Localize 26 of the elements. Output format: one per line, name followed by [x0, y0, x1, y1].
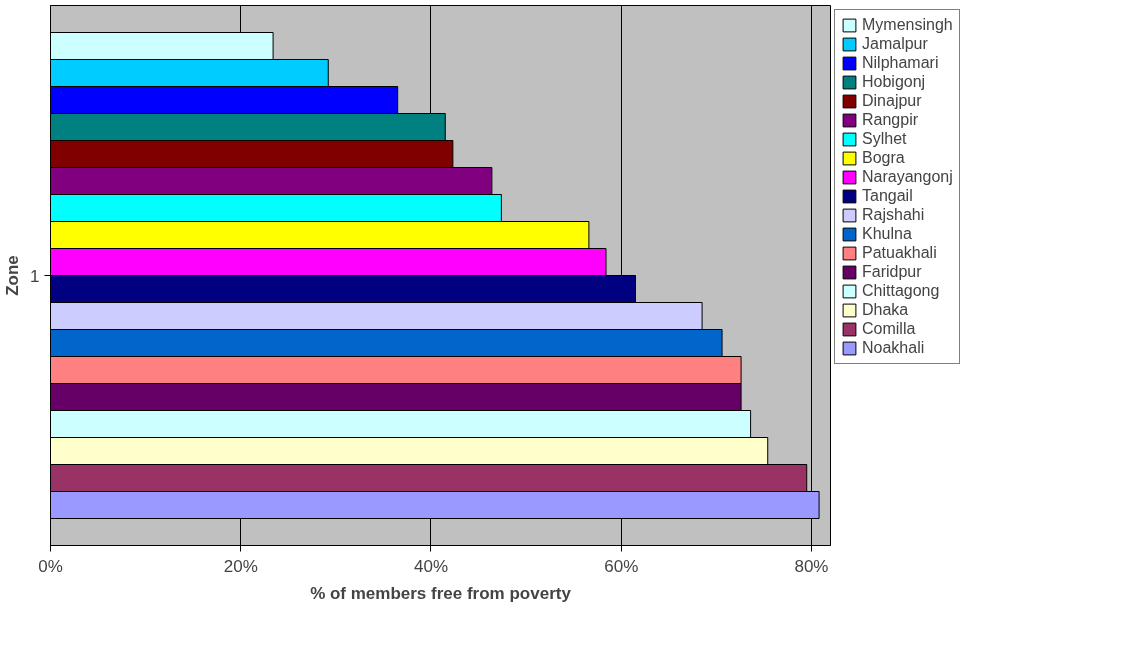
- legend-label: Nilphamari: [862, 54, 939, 72]
- x-tick-label: 0%: [38, 556, 63, 576]
- legend-label: Khulna: [862, 225, 912, 243]
- legend-label: Rajshahi: [862, 206, 925, 224]
- legend-label: Dinajpur: [862, 92, 922, 110]
- x-tick-label: 80%: [794, 556, 829, 576]
- legend-label: Bogra: [862, 149, 905, 167]
- legend-label: Noakhali: [862, 339, 925, 357]
- legend-label: Jamalpur: [862, 35, 928, 53]
- legend-label: Narayangonj: [862, 168, 953, 186]
- legend-label: Hobigonj: [862, 73, 926, 91]
- x-axis-title: % of members free from poverty: [310, 583, 572, 603]
- legend-label: Dhaka: [862, 301, 909, 319]
- x-tick-label: 40%: [413, 556, 449, 576]
- legend-label: Faridpur: [862, 263, 922, 281]
- y-axis-title: Zone: [3, 255, 23, 296]
- legend-label: Chittagong: [862, 282, 940, 300]
- y-tick-label: 1: [30, 266, 40, 286]
- legend-label: Tangail: [862, 187, 913, 205]
- legend-label: Mymensingh: [862, 16, 953, 34]
- legend-label: Comilla: [862, 320, 916, 338]
- legend-label: Rangpir: [862, 111, 919, 129]
- legend-label: Patuakhali: [862, 244, 937, 262]
- legend-label: Sylhet: [862, 130, 907, 148]
- x-tick-label: 20%: [223, 556, 258, 576]
- x-tick-label: 60%: [604, 556, 639, 576]
